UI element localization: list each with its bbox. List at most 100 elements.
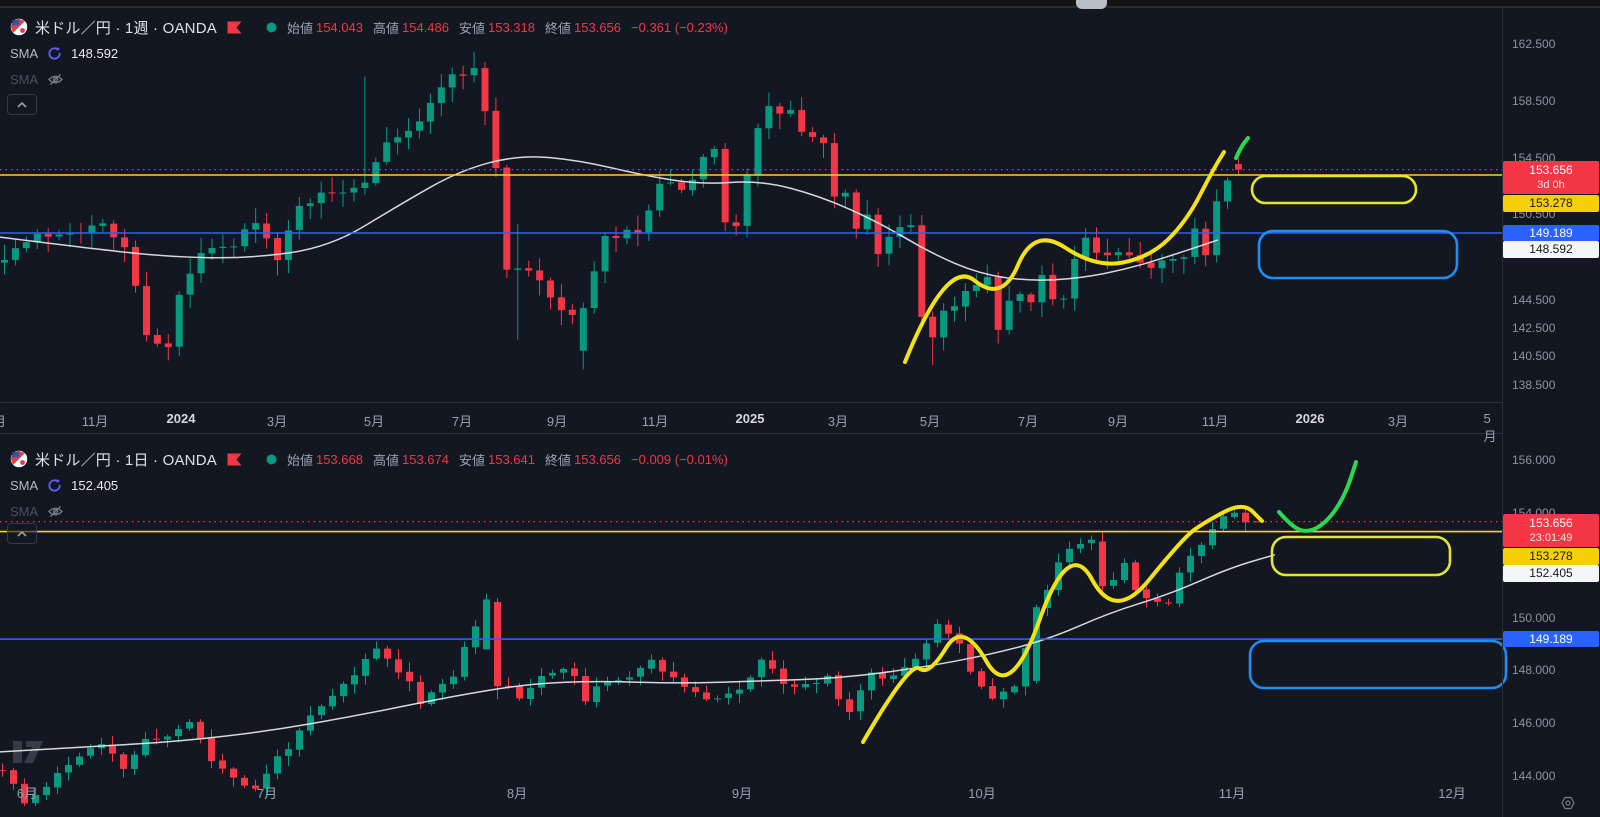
red-flag-icon[interactable] (227, 21, 242, 34)
candle-body (1154, 598, 1161, 602)
candle-body (754, 128, 762, 175)
daily-time-scale[interactable]: 6月 7月 8月 9月 10月 11月 12月 (0, 775, 1502, 805)
candle-body (197, 721, 204, 739)
candle-body (1147, 262, 1155, 268)
price-badge: 149.189 (1503, 631, 1599, 647)
candle-body (394, 137, 402, 143)
pane-separator[interactable] (0, 433, 1502, 434)
time-axis-label: 8月 (506, 786, 528, 801)
daily-sma-row[interactable]: SMA 152.405 (10, 475, 728, 495)
candle-body (450, 676, 457, 685)
candle-body (448, 74, 456, 88)
low-value: 153.318 (488, 19, 535, 35)
yellow-annotation-rect[interactable] (1270, 535, 1452, 577)
time-axis-label: 3月 (1387, 414, 1409, 429)
daily-collapse-button[interactable] (7, 523, 37, 544)
time-axis-label: 5月 (363, 414, 385, 429)
price-tick-label: 146.000 (1512, 716, 1556, 730)
price-tick-label: 158.500 (1512, 94, 1556, 108)
price-badge: 153.656 3d 0h (1503, 161, 1599, 194)
blue-annotation-rect[interactable] (1248, 639, 1508, 690)
daily-candles (0, 508, 1276, 806)
candle-body (470, 68, 478, 76)
green-curve-drawing[interactable] (1234, 136, 1250, 160)
candle-body (758, 659, 765, 678)
red-flag-icon[interactable] (227, 453, 242, 466)
candle-body (132, 247, 139, 286)
candle-body (769, 660, 776, 669)
price-tick-label: 148.000 (1512, 663, 1556, 677)
weekly-sma2-row[interactable]: SMA (10, 69, 728, 89)
symbol-title[interactable]: 米ドル／円 · 1週 · OANDA (35, 19, 217, 37)
daily-sma2-row[interactable]: SMA (10, 501, 728, 521)
candle-body (372, 162, 380, 184)
candle-body (252, 785, 259, 789)
candle-body (681, 677, 688, 687)
sma2-label[interactable]: SMA (10, 71, 39, 87)
candle-body (1213, 201, 1221, 256)
symbol-title[interactable]: 米ドル／円 · 1日 · OANDA (35, 451, 217, 469)
candle-body (852, 192, 860, 229)
candle-body (1082, 237, 1090, 259)
low-label: 安値 (458, 452, 485, 468)
weekly-legend: 米ドル／円 · 1週 · OANDA 始値 154.043 高値 154.486 安… (10, 17, 728, 95)
candle-body (538, 676, 545, 688)
weekly-symbol-row[interactable]: 米ドル／円 · 1週 · OANDA 始値 154.043 高値 154.486 安… (10, 17, 728, 37)
candle-body (678, 182, 685, 190)
weekly-collapse-button[interactable] (7, 94, 37, 115)
time-axis-label: 9月 (1107, 414, 1129, 429)
candle-body (317, 192, 325, 204)
eye-slash-icon[interactable] (47, 72, 64, 87)
candle-body (1060, 298, 1068, 300)
sma-label[interactable]: SMA (10, 45, 39, 61)
candle-body (22, 242, 30, 249)
yellow-zigzag-drawing[interactable] (903, 150, 1226, 364)
candle-body (143, 286, 150, 336)
price-tick-label: 144.500 (1512, 293, 1556, 307)
candle-body (536, 270, 544, 281)
sma-line[interactable] (0, 553, 1276, 753)
price-scale[interactable]: 162.500 158.500 154.500 150.500 144.500 142.5… (1502, 0, 1600, 817)
candle-body (634, 229, 642, 233)
candle-body (604, 681, 611, 686)
yellow-annotation-rect[interactable] (1250, 174, 1418, 205)
weekly-drawings[interactable] (0, 136, 1502, 364)
weekly-candles (0, 51, 1242, 370)
weekly-sma-row[interactable]: SMA 148.592 (10, 43, 728, 63)
green-curve-drawing[interactable] (1277, 460, 1358, 533)
candle-body (874, 214, 882, 254)
candle-body (1005, 300, 1013, 330)
weekly-time-scale[interactable]: 9月 11月 2024 3月 5月 7月 9月 11月 2025 3月 5月 7月 9月 11月 2026 3… (0, 403, 1502, 444)
sma-line[interactable] (0, 156, 1219, 281)
eye-slash-icon[interactable] (47, 504, 64, 519)
candle-body (274, 238, 281, 261)
market-status-icon[interactable] (266, 454, 277, 465)
sma-label[interactable]: SMA (10, 477, 39, 493)
candle-body (951, 306, 958, 311)
daily-symbol-row[interactable]: 米ドル／円 · 1日 · OANDA 始値 153.668 高値 153.674 安… (10, 449, 728, 469)
change-value: −0.361 (−0.23%) (631, 19, 728, 35)
candle-body (1187, 555, 1194, 573)
sma2-label[interactable]: SMA (10, 503, 39, 519)
floating-toolbar-tab[interactable] (1076, 0, 1107, 9)
candle-body (252, 223, 260, 230)
candle-body (110, 223, 118, 238)
low-value: 153.641 (488, 451, 535, 467)
candle-body (626, 677, 633, 680)
scale-settings-icon[interactable] (1560, 795, 1576, 816)
low-label: 安値 (458, 20, 485, 36)
daily-drawings[interactable] (0, 460, 1508, 744)
yellow-zigzag-drawing[interactable] (861, 504, 1264, 744)
sync-icon (48, 478, 61, 492)
candle-body (492, 110, 500, 169)
market-status-icon[interactable] (266, 22, 277, 33)
price-tick-label: 162.500 (1512, 37, 1556, 51)
candle-body (670, 671, 677, 678)
candle-body (648, 659, 655, 669)
sma-value: 152.405 (71, 477, 119, 493)
candle-body (525, 268, 533, 271)
candle-body (835, 675, 842, 700)
candle-body (175, 729, 182, 737)
blue-annotation-rect[interactable] (1257, 229, 1459, 280)
